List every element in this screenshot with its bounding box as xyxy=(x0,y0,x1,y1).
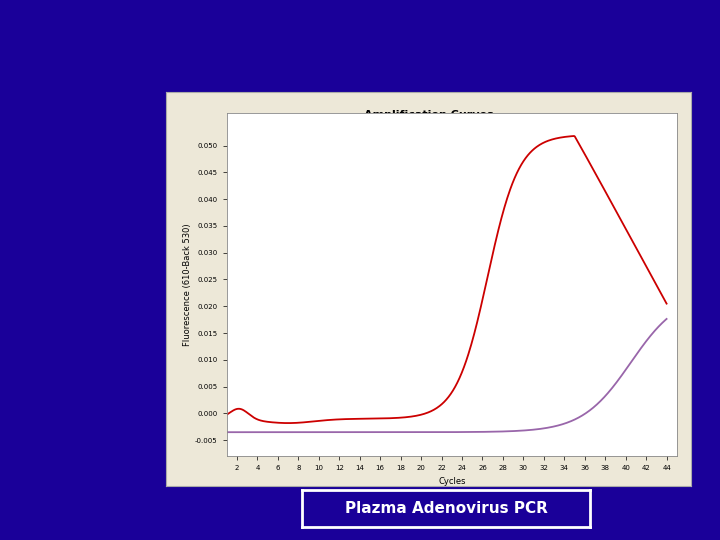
Text: Plazma Adenovirus PCR: Plazma Adenovirus PCR xyxy=(345,501,548,516)
Text: Amplification Curves: Amplification Curves xyxy=(364,110,493,119)
Y-axis label: Fluorescence (610-Back 530): Fluorescence (610-Back 530) xyxy=(184,224,192,346)
X-axis label: Cycles: Cycles xyxy=(438,477,466,486)
